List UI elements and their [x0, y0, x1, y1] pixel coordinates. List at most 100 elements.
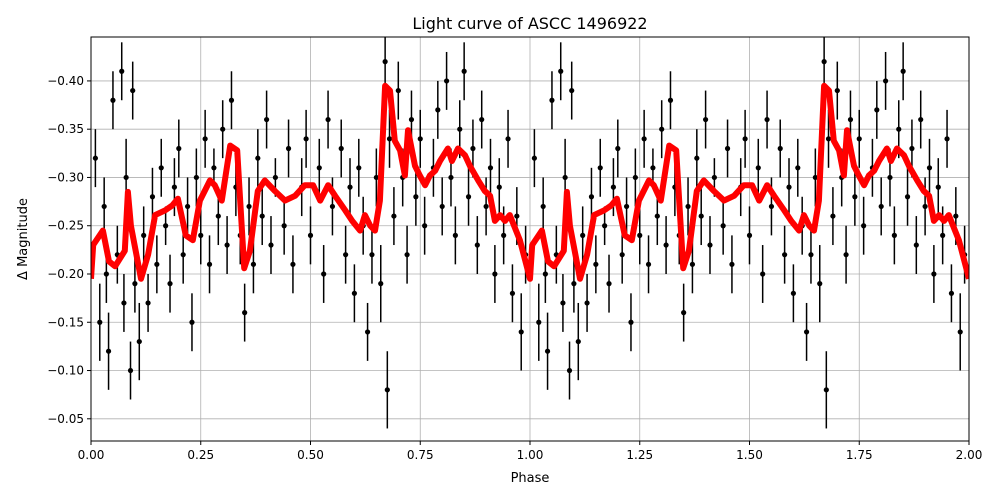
- data-point: [443, 78, 450, 84]
- data-point: [136, 338, 142, 345]
- data-point: [940, 232, 946, 238]
- data-point: [803, 329, 810, 335]
- data-point: [610, 184, 617, 190]
- data-point: [417, 136, 423, 142]
- data-point: [448, 174, 454, 181]
- data-point: [918, 116, 924, 123]
- x-tick-label: 2.00: [956, 448, 983, 462]
- data-point: [566, 367, 573, 374]
- data-point: [193, 174, 199, 181]
- data-point: [255, 155, 261, 161]
- data-point: [808, 252, 814, 258]
- data-point: [654, 213, 660, 219]
- y-tick-label: −0.05: [47, 412, 84, 426]
- data-point: [395, 87, 401, 94]
- data-point: [560, 300, 566, 306]
- data-point: [606, 281, 612, 287]
- data-point: [953, 213, 959, 219]
- data-point: [184, 203, 191, 210]
- data-point: [729, 261, 735, 267]
- data-point: [628, 319, 634, 325]
- data-point: [659, 126, 665, 132]
- data-point: [461, 68, 467, 74]
- data-point: [384, 387, 390, 393]
- data-point: [931, 271, 937, 277]
- data-point: [347, 184, 353, 190]
- data-point: [167, 281, 173, 287]
- data-point: [325, 116, 331, 123]
- data-point: [703, 116, 709, 123]
- data-point: [110, 97, 116, 103]
- data-point: [206, 261, 213, 267]
- data-point: [544, 348, 551, 354]
- data-point: [422, 223, 428, 229]
- data-point: [825, 136, 832, 142]
- data-point: [645, 261, 652, 267]
- data-point: [105, 348, 112, 354]
- y-axis-ticks: −0.40 −0.35 −0.30 −0.25 −0.20 −0.15 −0.10 −0.05: [47, 74, 91, 426]
- data-point: [97, 319, 103, 325]
- data-point: [176, 145, 182, 152]
- data-point: [103, 271, 109, 277]
- data-point: [681, 310, 687, 316]
- data-point: [558, 68, 564, 74]
- data-point: [812, 174, 818, 181]
- data-point: [329, 203, 336, 210]
- data-point: [777, 145, 783, 152]
- x-tick-label: 1.50: [736, 448, 763, 462]
- data-point: [891, 232, 897, 238]
- data-point: [667, 97, 674, 103]
- data-point: [303, 136, 309, 142]
- data-point: [830, 213, 836, 219]
- data-point: [281, 223, 287, 229]
- data-point: [847, 116, 854, 123]
- data-point: [874, 107, 880, 113]
- data-point: [373, 174, 379, 181]
- data-point: [540, 203, 546, 210]
- data-point: [948, 290, 955, 296]
- data-point: [663, 242, 669, 248]
- data-point: [382, 59, 388, 65]
- data-point: [615, 145, 621, 152]
- data-point: [900, 68, 906, 74]
- x-tick-label: 1.25: [626, 448, 653, 462]
- y-tick-label: −0.40: [47, 74, 84, 88]
- x-axis-label: Phase: [511, 471, 550, 486]
- data-point: [856, 136, 862, 142]
- data-point: [650, 165, 656, 171]
- data-point: [685, 203, 691, 210]
- data-point: [369, 252, 375, 258]
- data-point: [764, 116, 770, 123]
- y-tick-label: −0.10: [47, 364, 84, 378]
- data-point: [180, 252, 186, 258]
- data-point: [698, 213, 704, 219]
- data-point: [584, 300, 590, 306]
- data-point: [132, 281, 138, 287]
- data-point: [356, 165, 362, 171]
- data-point: [149, 194, 156, 200]
- data-point: [514, 213, 520, 219]
- x-tick-label: 0.25: [187, 448, 214, 462]
- data-point: [821, 59, 827, 65]
- data-point: [720, 223, 726, 229]
- data-point: [264, 116, 270, 123]
- data-point: [474, 242, 480, 248]
- data-point: [121, 300, 127, 306]
- y-axis-label: Δ Magnitude: [16, 198, 31, 280]
- data-point: [321, 271, 327, 277]
- data-point: [435, 107, 441, 113]
- data-point: [378, 281, 384, 287]
- data-point: [571, 281, 577, 287]
- data-point: [641, 136, 647, 142]
- data-point: [852, 194, 858, 200]
- data-point: [623, 203, 630, 210]
- data-point: [483, 203, 489, 210]
- data-point: [843, 252, 849, 258]
- data-point: [198, 232, 204, 238]
- data-point: [935, 184, 941, 190]
- data-point: [509, 290, 516, 296]
- data-point: [746, 232, 753, 238]
- data-point: [119, 68, 125, 74]
- data-point: [580, 232, 586, 238]
